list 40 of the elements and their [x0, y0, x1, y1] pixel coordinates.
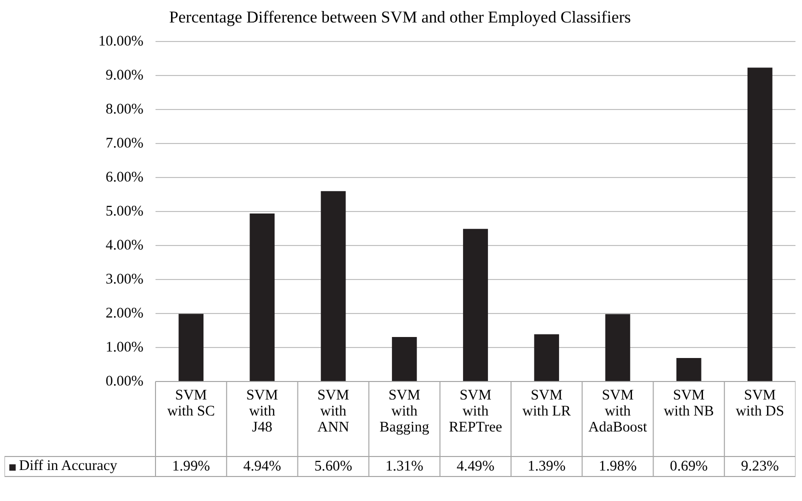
bar	[178, 314, 204, 382]
data-label: 4.94%	[243, 458, 282, 474]
y-tick-label: 6.00%	[106, 170, 144, 186]
x-tick-label: SVM with J48	[246, 388, 278, 436]
bar	[534, 334, 560, 382]
y-tick-label: 2.00%	[106, 306, 144, 322]
data-label: 1.39%	[528, 458, 566, 474]
y-tick-label: 3.00%	[106, 272, 144, 288]
bar	[676, 358, 702, 382]
data-label: 1.98%	[598, 458, 637, 474]
y-tick-label: 8.00%	[106, 102, 144, 118]
y-tick-label: 0.00%	[106, 374, 144, 390]
data-label: 9.23%	[741, 458, 779, 474]
x-tick-label: SVM with Bagging	[380, 388, 430, 436]
data-label: 1.99%	[172, 458, 210, 474]
bar	[605, 314, 630, 382]
y-tick-label: 9.00%	[106, 68, 144, 84]
x-tick-label: SVM with DS	[736, 388, 784, 420]
bar	[748, 68, 772, 382]
data-label: 1.31%	[385, 458, 424, 474]
data-label: 5.60%	[314, 458, 352, 474]
bar	[463, 228, 488, 382]
y-tick-label: 5.00%	[106, 204, 144, 220]
y-tick-label: 10.00%	[98, 34, 144, 50]
x-tick-label: SVM with ANN	[317, 388, 350, 436]
legend-label: Diff in Accuracy	[19, 458, 118, 475]
chart-title: Percentage Difference between SVM and other Employed Classifiers	[169, 8, 631, 26]
data-label: 4.49%	[456, 458, 494, 474]
y-tick-label: 1.00%	[106, 340, 144, 356]
bar	[392, 336, 417, 382]
y-tick-label: 7.00%	[106, 136, 144, 152]
x-tick-label: SVM with REPTree	[448, 388, 502, 436]
x-tick-label: SVM with LR	[522, 388, 572, 420]
data-label: 0.69%	[670, 458, 708, 474]
y-tick-label: 4.00%	[106, 238, 144, 254]
bar	[250, 214, 275, 382]
x-tick-label: SVM with SC	[167, 388, 215, 420]
x-tick-label: SVM with AdaBoost	[588, 388, 648, 436]
bar	[320, 191, 346, 382]
x-tick-label: SVM with NB	[664, 388, 714, 420]
